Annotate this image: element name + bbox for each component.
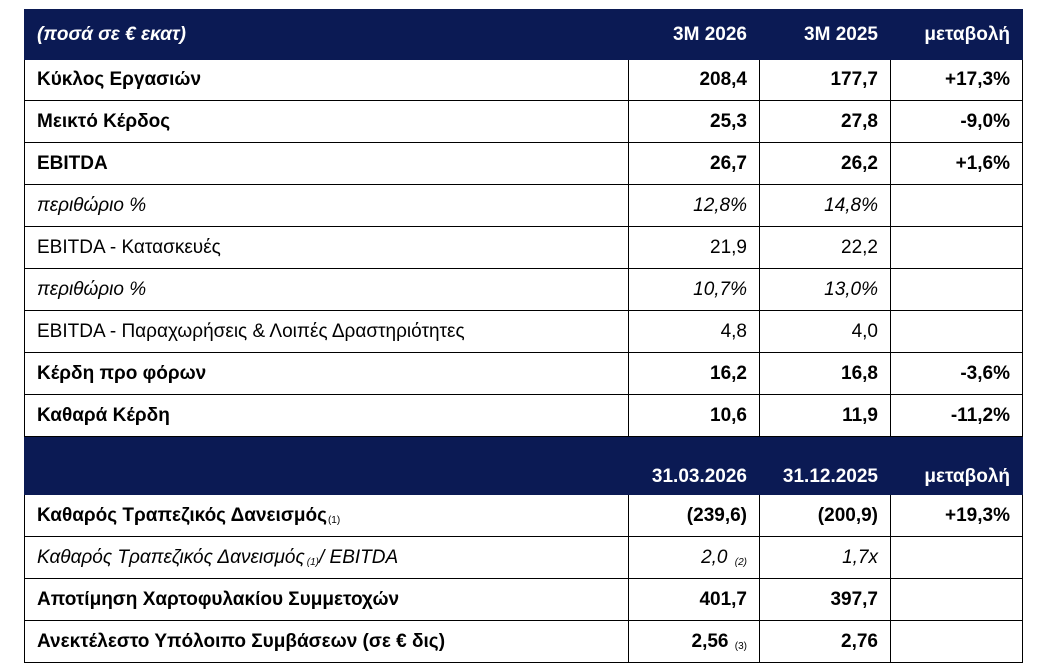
value-31-03-2026: 2,56 (3) [628,620,760,663]
units-label: (ποσά σε € εκατ) [24,9,629,60]
table-row-net-profit: Καθαρά Κέρδη 10,6 11,9 -11,2% [24,394,1023,437]
footnote-marker: (1) [327,514,341,526]
row-label: Καθαρός Τραπεζικός Δανεισμός (1)/ EBITDA [24,536,629,579]
value-3m-2025: 11,9 [759,394,891,437]
row-label: περιθώριο % [24,268,629,311]
value-change: +17,3% [890,59,1023,101]
column-header-3m-2025: 3M 2025 [759,9,891,60]
value-3m-2026: 10,6 [628,394,760,437]
value-3m-2026: 21,9 [628,226,760,269]
footnote-marker: (2) [734,556,747,568]
table-row-backlog: Ανεκτέλεστο Υπόλοιπο Συμβάσεων (σε € δις… [24,620,1023,663]
value-3m-2026: 16,2 [628,352,760,395]
value-3m-2025: 27,8 [759,100,891,143]
row-label: Ανεκτέλεστο Υπόλοιπο Συμβάσεων (σε € δις… [24,620,629,663]
table-row-ebitda-margin: περιθώριο % 12,8% 14,8% [24,184,1023,227]
row-label: EBITDA [24,142,629,185]
value-31-12-2025: (200,9) [759,494,891,537]
table-row-net-bank-debt: Καθαρός Τραπεζικός Δανεισμός(1) (239,6) … [24,494,1023,537]
value-text: 2,56 [691,630,729,652]
table-row-pretax-profit: Κέρδη προ φόρων 16,2 16,8 -3,6% [24,352,1023,395]
row-label: Κέρδη προ φόρων [24,352,629,395]
value-3m-2025: 26,2 [759,142,891,185]
value-3m-2026: 26,7 [628,142,760,185]
table-row-construction-margin: περιθώριο % 10,7% 13,0% [24,268,1023,311]
value-3m-2025: 4,0 [759,310,891,353]
table-header-row: (ποσά σε € εκατ) 3M 2026 3M 2025 μεταβολ… [24,9,1023,60]
value-31-12-2025: 397,7 [759,578,891,621]
value-31-03-2026: (239,6) [628,494,760,537]
row-label: EBITDA - Κατασκευές [24,226,629,269]
value-3m-2026: 10,7% [628,268,760,311]
row-label: EBITDA - Παραχωρήσεις & Λοιπές Δραστηριό… [24,310,629,353]
value-31-03-2026: 401,7 [628,578,760,621]
table-row-gross-profit: Μεικτό Κέρδος 25,3 27,8 -9,0% [24,100,1023,143]
value-3m-2025: 13,0% [759,268,891,311]
value-change [890,184,1023,227]
value-3m-2026: 25,3 [628,100,760,143]
value-change: +1,6% [890,142,1023,185]
table-row-revenue: Κύκλος Εργασιών 208,4 177,7 +17,3% [24,59,1023,101]
column-header-31-03-2026: 31.03.2026 [628,436,760,495]
value-3m-2025: 22,2 [759,226,891,269]
value-3m-2026: 12,8% [628,184,760,227]
balance-header-row: 31.03.2026 31.12.2025 μεταβολή [24,436,1023,495]
value-change [890,536,1023,579]
column-header-change-2: μεταβολή [890,436,1023,495]
value-change: -3,6% [890,352,1023,395]
row-label: Αποτίμηση Χαρτοφυλακίου Συμμετοχών [24,578,629,621]
row-label: Κύκλος Εργασιών [24,59,629,101]
table-row-portfolio-valuation: Αποτίμηση Χαρτοφυλακίου Συμμετοχών 401,7… [24,578,1023,621]
balance-header-blank [24,436,629,495]
table-row-debt-to-ebitda: Καθαρός Τραπεζικός Δανεισμός (1)/ EBITDA … [24,536,1023,579]
row-label: περιθώριο % [24,184,629,227]
column-header-3m-2026: 3M 2026 [628,9,760,60]
table-row-ebitda-construction: EBITDA - Κατασκευές 21,9 22,2 [24,226,1023,269]
table-row-ebitda: EBITDA 26,7 26,2 +1,6% [24,142,1023,185]
row-label-text: Καθαρός Τραπεζικός Δανεισμός [37,546,305,568]
value-3m-2025: 16,8 [759,352,891,395]
value-change: +19,3% [890,494,1023,537]
table-row-ebitda-concessions: EBITDA - Παραχωρήσεις & Λοιπές Δραστηριό… [24,310,1023,353]
value-text: 2,0 [701,546,728,568]
value-change [890,310,1023,353]
footnote-marker: (1) [306,556,319,568]
value-3m-2026: 4,8 [628,310,760,353]
value-change [890,226,1023,269]
value-31-12-2025: 1,7x [759,536,891,579]
row-label-suffix: / EBITDA [318,546,399,568]
value-3m-2025: 177,7 [759,59,891,101]
footnote-marker: (3) [734,640,747,652]
row-label-text: Καθαρός Τραπεζικός Δανεισμός [37,504,327,526]
value-31-12-2025: 2,76 [759,620,891,663]
value-change [890,620,1023,663]
value-change: -11,2% [890,394,1023,437]
value-3m-2026: 208,4 [628,59,760,101]
value-change [890,268,1023,311]
financial-results-table: (ποσά σε € εκατ) 3M 2026 3M 2025 μεταβολ… [24,9,1023,663]
column-header-31-12-2025: 31.12.2025 [759,436,891,495]
value-change: -9,0% [890,100,1023,143]
row-label: Καθαρά Κέρδη [24,394,629,437]
value-31-03-2026: 2,0 (2) [628,536,760,579]
value-change [890,578,1023,621]
column-header-change: μεταβολή [890,9,1023,60]
value-3m-2025: 14,8% [759,184,891,227]
row-label: Μεικτό Κέρδος [24,100,629,143]
row-label: Καθαρός Τραπεζικός Δανεισμός(1) [24,494,629,537]
